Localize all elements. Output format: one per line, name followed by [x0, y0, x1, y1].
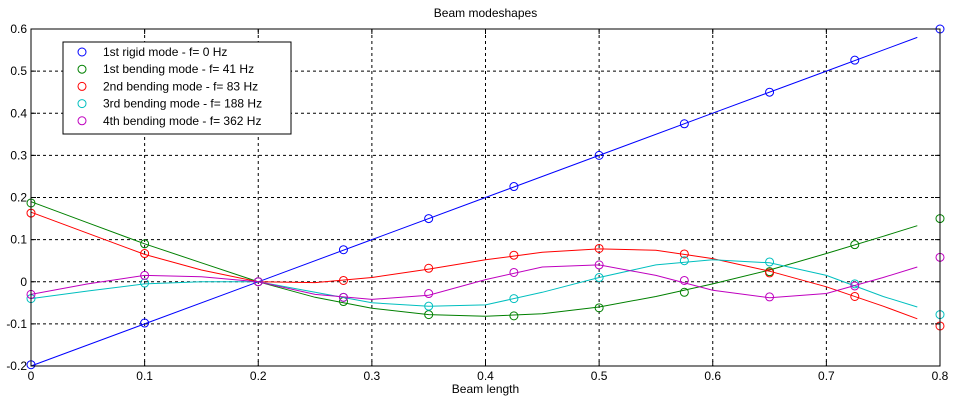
x-tick-label: 0.2 — [250, 369, 267, 383]
series-point — [424, 263, 434, 273]
series-point — [509, 182, 519, 192]
series-point — [140, 270, 150, 280]
legend-marker — [77, 116, 87, 126]
y-tick-label: 0.3 — [10, 148, 27, 162]
x-tick-label: 0.1 — [136, 369, 153, 383]
legend-box — [62, 41, 292, 135]
y-tick-label: 0.1 — [10, 233, 27, 247]
series-point — [338, 245, 348, 255]
y-tick-label: 0.5 — [10, 64, 27, 78]
series-point — [679, 287, 689, 297]
x-tick-label: 0.5 — [591, 369, 608, 383]
legend-label: 3rd bending mode - f= 188 Hz — [103, 97, 262, 111]
x-tick-label: 0.3 — [364, 369, 381, 383]
series-point — [509, 294, 519, 304]
series-1 — [26, 24, 945, 370]
x-tick-label: 0.6 — [704, 369, 721, 383]
series-point — [594, 150, 604, 160]
legend-label: 4th bending mode - f= 362 Hz — [103, 114, 261, 128]
series-point — [850, 281, 860, 291]
legend-label: 1st bending mode - f= 41 Hz — [103, 62, 254, 76]
series-point — [679, 256, 689, 266]
series-line — [30, 201, 918, 317]
x-tick-label: 0.8 — [932, 369, 949, 383]
tick-labels: 0 0.1 0.2 0.3 0.4 0.5 0.6 0.7 0.8 -0.2 -0.1 0 0.1 0.2… — [6, 22, 948, 383]
x-tick-label: 0.4 — [477, 369, 494, 383]
y-tick-label: 0.4 — [10, 106, 27, 120]
series-point — [424, 214, 434, 224]
series-point — [509, 311, 519, 321]
x-axis-label: Beam length — [452, 382, 519, 396]
series-point — [424, 289, 434, 299]
series-line — [30, 36, 918, 367]
legend-label: 1st rigid mode - f= 0 Hz — [103, 45, 227, 59]
series-point — [594, 260, 604, 270]
series-point — [424, 301, 434, 311]
series-point — [850, 55, 860, 65]
series-point — [679, 275, 689, 285]
legend-marker — [77, 47, 87, 57]
x-tick-label: 0.7 — [818, 369, 835, 383]
series-point — [850, 291, 860, 301]
chart-title: Beam modeshapes — [434, 6, 537, 20]
series-point — [253, 277, 263, 287]
series-line — [30, 264, 918, 300]
series-point — [509, 267, 519, 277]
y-tick-label: 0.6 — [10, 22, 27, 36]
series-point — [594, 273, 604, 283]
series-line — [30, 211, 918, 320]
series-point — [140, 249, 150, 259]
series-point — [338, 292, 348, 302]
series-point — [850, 279, 860, 289]
legend-marker — [77, 64, 87, 74]
series-line — [30, 259, 918, 308]
legend: 1st rigid mode - f= 0 Hz 1st bending mode… — [62, 41, 292, 135]
legend-marker — [77, 81, 87, 91]
y-tick-label: 0.2 — [10, 191, 27, 205]
series-point — [850, 240, 860, 250]
series-layer — [26, 24, 945, 370]
series-point — [594, 303, 604, 313]
series-point — [765, 257, 775, 267]
legend-label: 2nd bending mode - f= 83 Hz — [103, 79, 258, 93]
legend-marker — [77, 99, 87, 109]
y-tick-label: 0 — [20, 275, 27, 289]
y-tick-label: -0.2 — [6, 359, 27, 373]
series-point — [765, 292, 775, 302]
series-point — [765, 268, 775, 278]
series-point — [679, 249, 689, 259]
series-point — [765, 87, 775, 97]
series-point — [140, 318, 150, 328]
x-tick-label: 0 — [28, 369, 35, 383]
series-point — [594, 243, 604, 253]
series-point — [679, 119, 689, 129]
series-point — [140, 239, 150, 249]
series-point — [509, 250, 519, 260]
series-point — [338, 275, 348, 285]
y-tick-label: -0.1 — [6, 317, 27, 331]
